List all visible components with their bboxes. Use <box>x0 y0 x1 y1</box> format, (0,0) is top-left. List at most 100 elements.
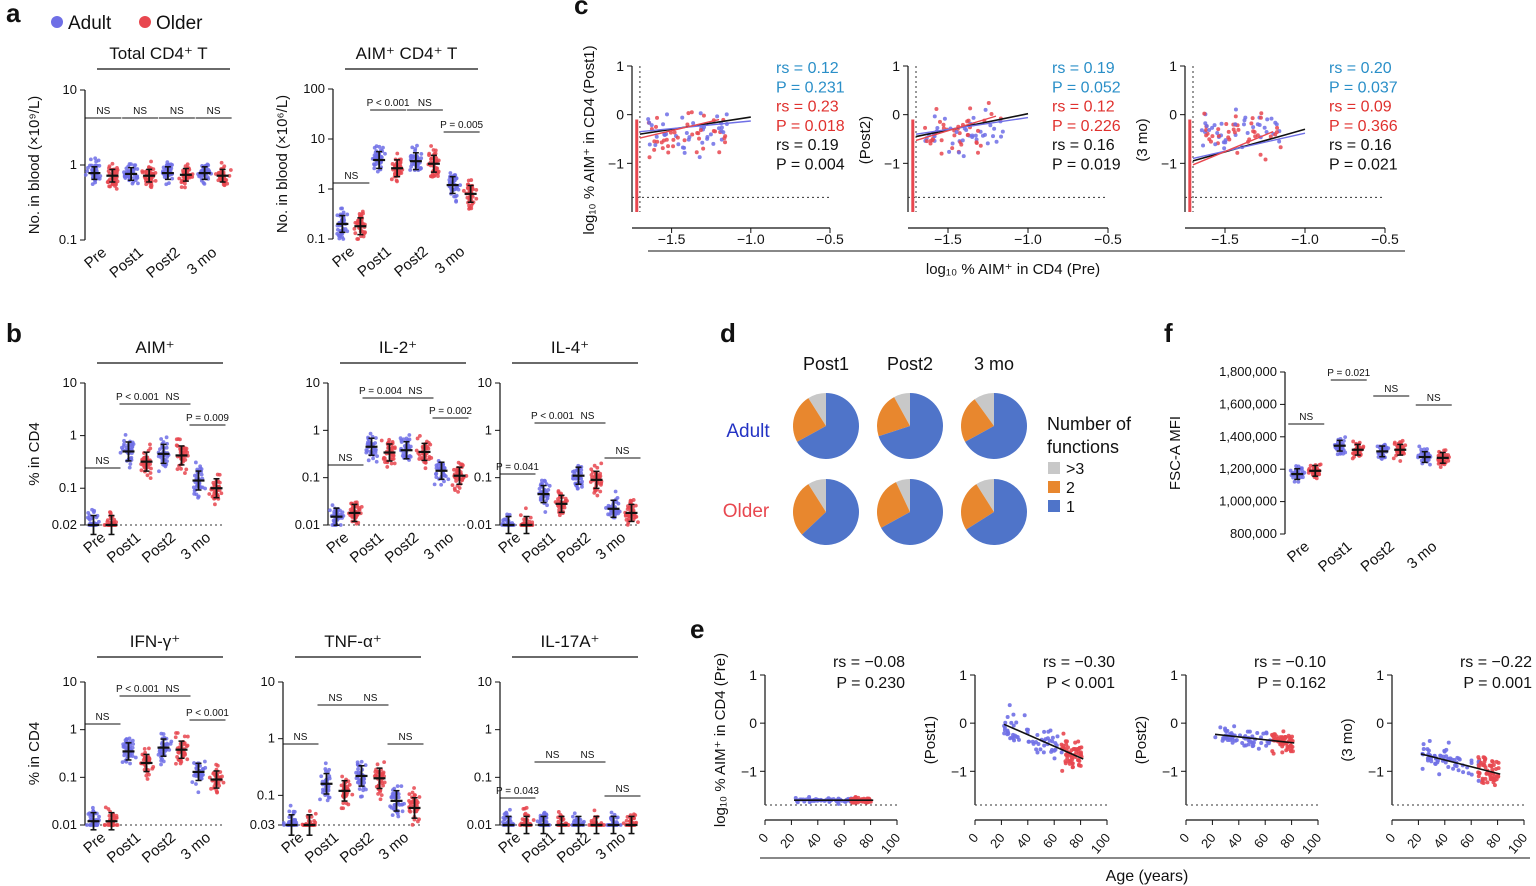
legend-older-label: Older <box>156 13 203 34</box>
data-point <box>504 812 509 816</box>
data-point <box>682 145 687 150</box>
data-point <box>661 122 666 127</box>
y-tick-label: 1 <box>70 157 77 172</box>
x-tick-label: Post2 <box>139 829 179 867</box>
data-point <box>202 759 207 764</box>
stat-text: P = 0.231 <box>776 79 845 96</box>
data-point <box>395 784 400 789</box>
y-tick-label: 1 <box>318 181 325 196</box>
data-point <box>151 167 156 172</box>
data-point <box>1481 780 1486 785</box>
x-tick-label: Pre <box>81 244 110 272</box>
data-point <box>412 786 416 790</box>
y-tick-label: −1 <box>951 763 967 779</box>
data-point <box>941 122 946 127</box>
data-point <box>281 821 286 825</box>
x-tick-label: Post2 <box>554 829 594 867</box>
data-point <box>102 823 107 827</box>
data-point <box>455 185 459 190</box>
data-point <box>1341 451 1346 456</box>
data-point <box>701 146 706 151</box>
pie-legend-item: 1 <box>1066 499 1075 516</box>
data-point <box>454 479 459 483</box>
panel-label-a: a <box>6 0 21 28</box>
y-tick-label: 0 <box>1170 715 1178 731</box>
data-point <box>185 450 190 455</box>
data-point <box>130 738 135 743</box>
data-point <box>118 450 123 455</box>
x-tick-label: 60 <box>1040 830 1061 851</box>
data-point <box>1262 125 1267 130</box>
data-point <box>523 506 528 511</box>
y-axis-label: No. in blood (×10⁹/L) <box>26 96 43 235</box>
data-point <box>209 786 213 791</box>
data-point <box>1481 755 1486 760</box>
data-point <box>572 818 577 823</box>
data-point <box>184 467 189 472</box>
data-point <box>199 472 204 477</box>
data-point <box>356 767 360 771</box>
data-point <box>332 519 337 524</box>
x-tick-label: 20 <box>1404 830 1425 851</box>
data-point <box>1075 747 1080 752</box>
stat-text: P = 0.021 <box>1329 157 1398 174</box>
stat-text: rs = 0.19 <box>776 137 839 154</box>
data-point <box>624 818 629 823</box>
data-point <box>980 133 985 138</box>
y-axis-label: log₁₀ % AIM⁺ in CD4 (Post1) <box>581 45 598 234</box>
data-point <box>190 175 195 179</box>
data-point <box>124 166 129 171</box>
data-point <box>450 483 455 487</box>
data-point <box>90 507 94 512</box>
data-point <box>341 806 346 811</box>
data-point <box>120 760 125 764</box>
data-point <box>130 754 135 759</box>
data-point <box>950 146 955 151</box>
y-tick-label: 0.1 <box>307 231 325 246</box>
data-point <box>518 513 523 518</box>
x-tick-label: Post2 <box>554 529 594 567</box>
data-point <box>719 129 724 134</box>
data-point <box>346 802 351 807</box>
y-tick-label: 10 <box>63 674 77 689</box>
significance-label: NS <box>546 750 560 761</box>
data-point <box>1207 127 1212 132</box>
data-point <box>439 482 444 487</box>
data-point <box>1296 479 1301 484</box>
data-point <box>1425 758 1430 763</box>
data-point <box>380 773 384 778</box>
data-point <box>1257 122 1262 127</box>
data-point <box>1292 479 1297 484</box>
y-tick-label: −1 <box>884 155 900 171</box>
data-point <box>1076 762 1081 767</box>
y-tick-label: 1 <box>959 667 967 683</box>
data-point <box>151 765 156 769</box>
data-point <box>1433 761 1438 766</box>
data-point <box>127 168 131 173</box>
data-point <box>390 795 395 800</box>
data-point <box>83 172 88 177</box>
data-point <box>157 469 161 474</box>
data-point <box>122 438 126 443</box>
y-axis-label: No. in blood (×10⁶/L) <box>274 95 291 233</box>
data-point <box>159 437 164 441</box>
data-point <box>327 508 332 513</box>
data-point <box>708 132 713 137</box>
data-point <box>127 736 132 741</box>
data-point <box>415 436 420 441</box>
data-point <box>395 151 400 156</box>
data-point <box>711 141 716 146</box>
data-point <box>1235 150 1240 155</box>
data-point <box>427 455 432 459</box>
data-point <box>423 466 428 471</box>
data-point <box>375 454 380 459</box>
data-point <box>1451 766 1456 771</box>
significance-label: NS <box>399 732 413 743</box>
data-point <box>462 188 466 193</box>
data-point <box>1031 741 1036 746</box>
data-point <box>167 747 172 752</box>
data-point <box>127 465 132 470</box>
y-tick-label: 1 <box>1376 667 1384 683</box>
data-point <box>434 475 439 480</box>
data-point <box>327 776 332 781</box>
